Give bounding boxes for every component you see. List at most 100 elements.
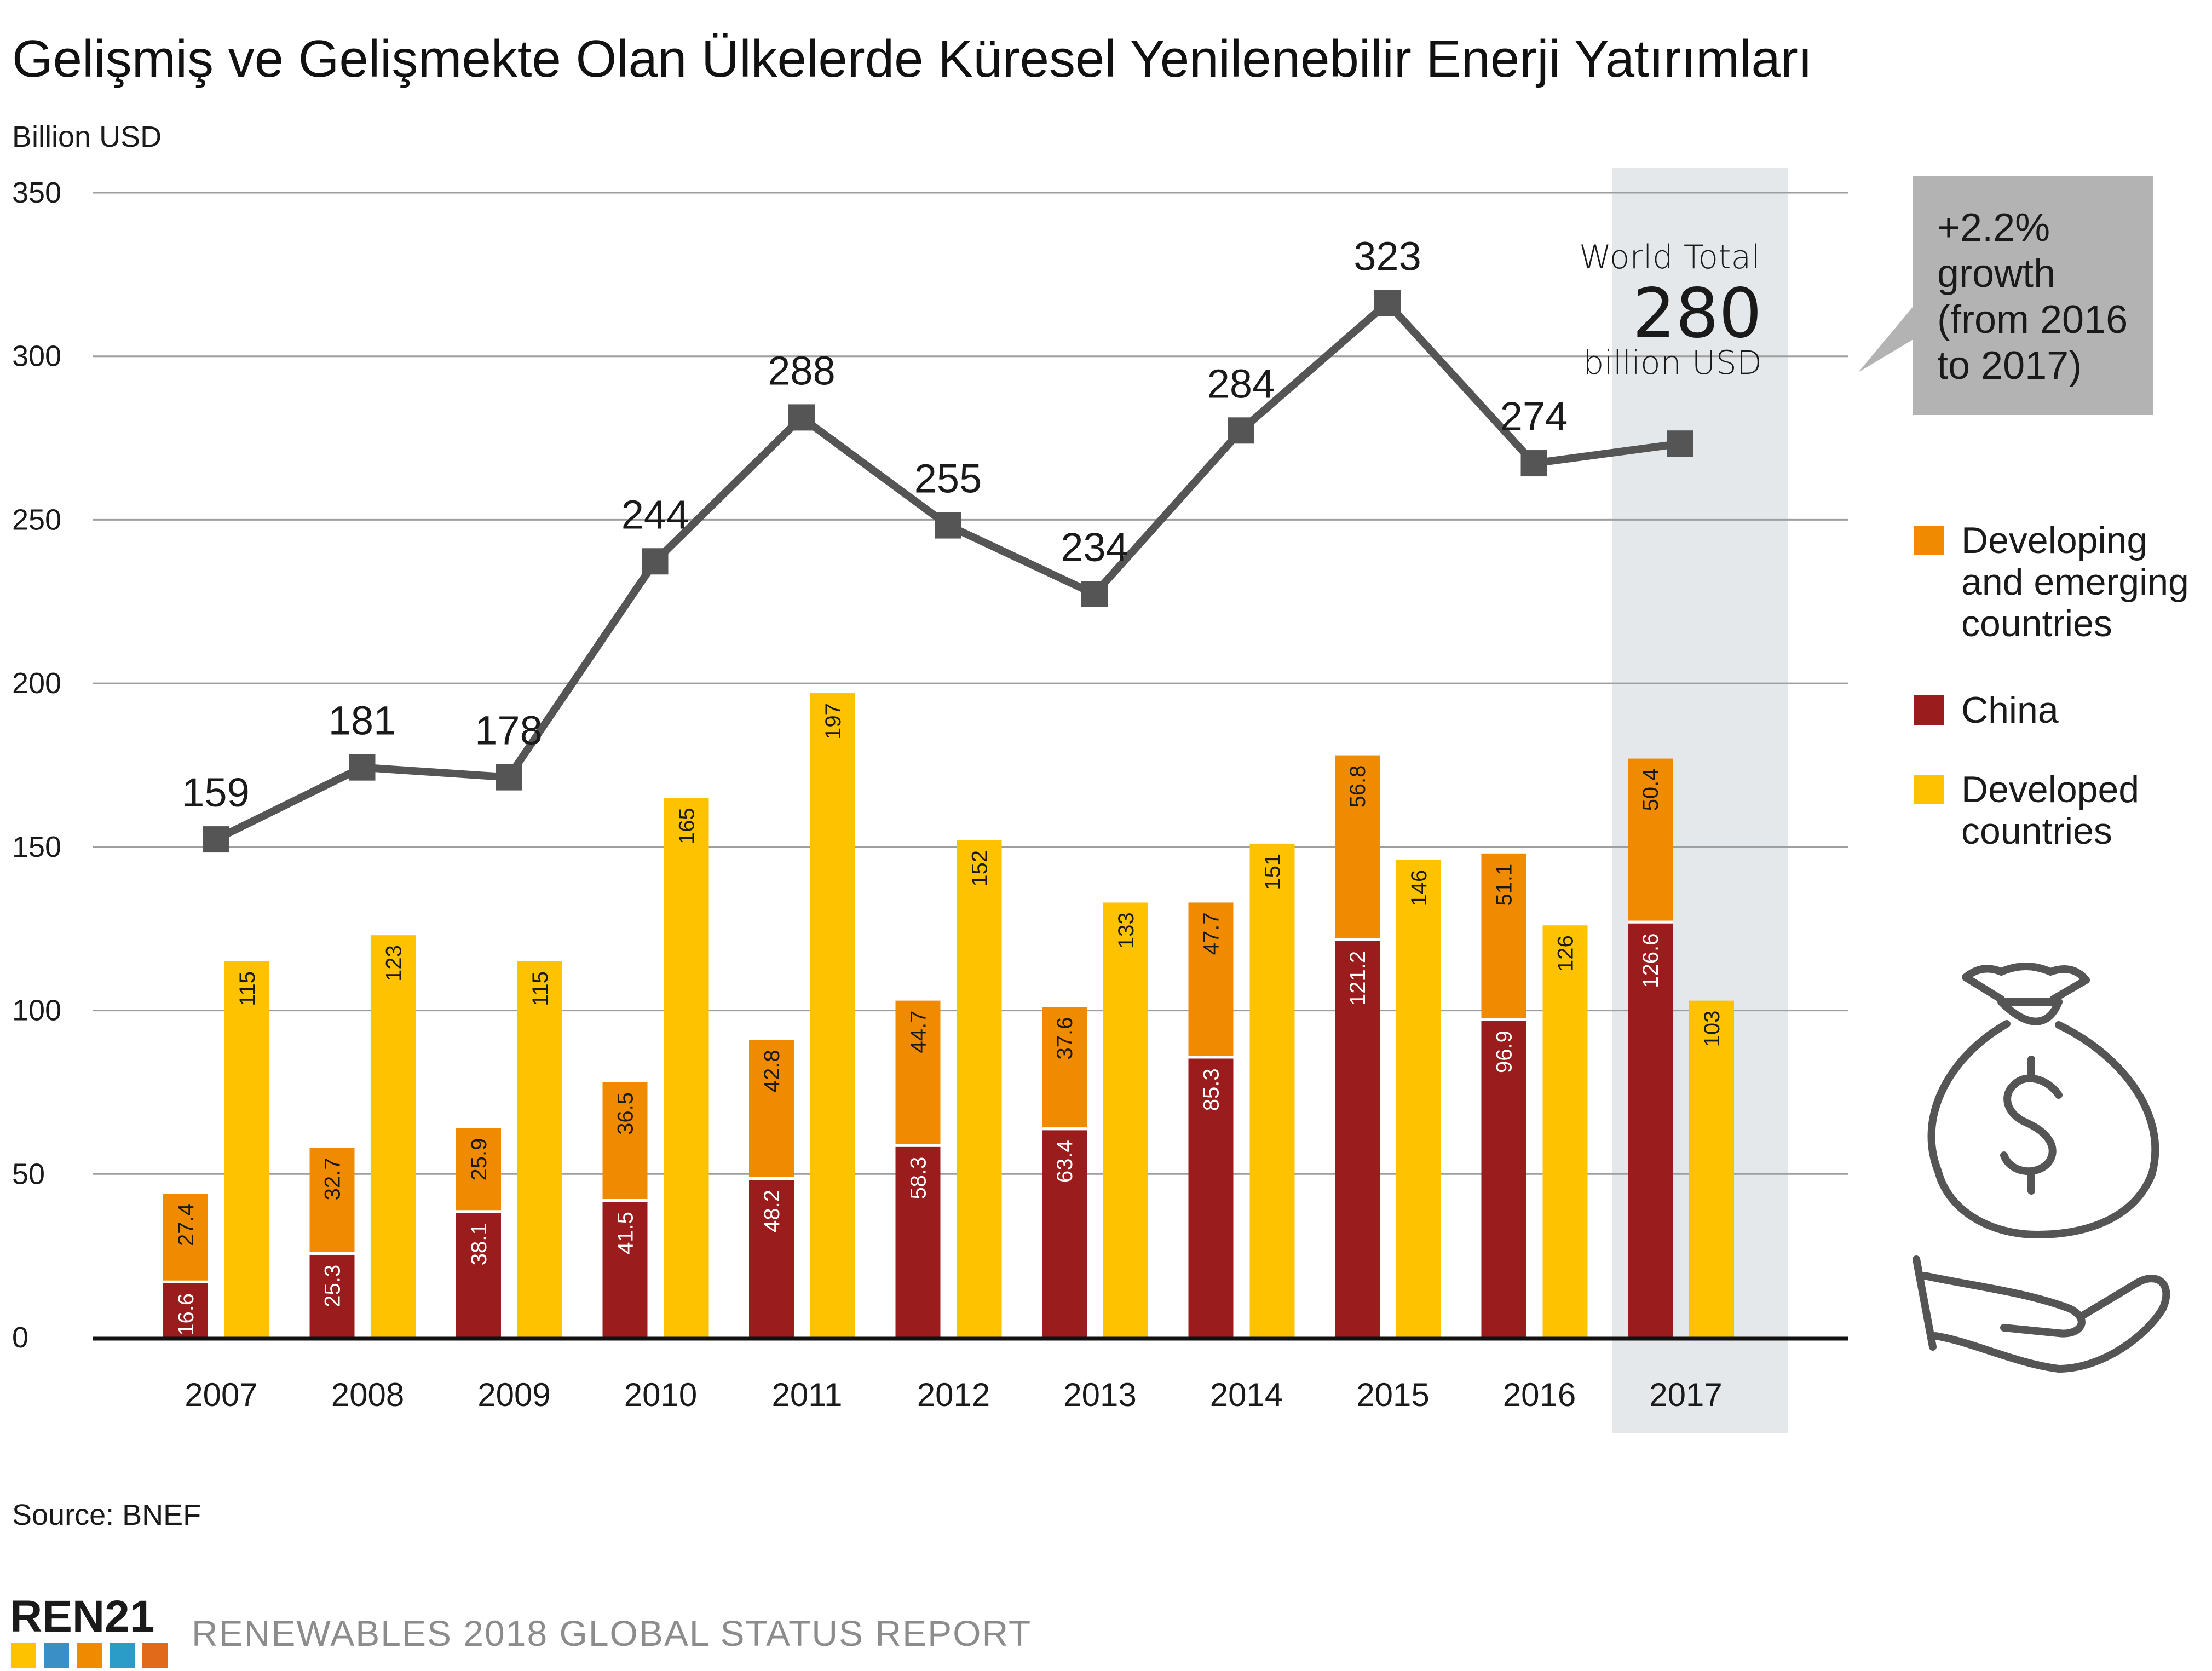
world-total-marker [1520,450,1547,477]
label-developed: 103 [1700,1011,1724,1047]
bar-developed [1689,1000,1734,1338]
bar-china [309,1254,355,1338]
bar-developing [749,1040,794,1178]
world-total-label: 181 [329,698,396,744]
x-tick-label: 2007 [185,1376,257,1413]
world-total-marker [788,404,815,431]
bar-developed [1103,902,1148,1338]
bar-china [1188,1058,1234,1338]
y-tick-label: 0 [12,1321,28,1354]
world-total-marker [349,754,376,781]
label-developing: 27.4 [174,1203,198,1246]
label-developing: 42.8 [760,1050,784,1092]
world-total-marker [496,764,522,791]
x-tick-label: 2012 [917,1376,990,1413]
bar-developing [1628,758,1673,921]
label-developed: 115 [528,971,552,1006]
label-china: 85.3 [1200,1068,1224,1111]
label-china: 38.1 [467,1223,491,1265]
bar-developing [456,1128,501,1211]
ren21-logo: REN21 [10,1592,154,1641]
label-developed: 133 [1114,912,1138,949]
callout-box [1858,176,2153,415]
bar-developed [224,961,269,1338]
bar-developed [664,798,709,1338]
label-developing: 25.9 [467,1138,491,1181]
legend-label: Developed [1961,769,2139,810]
ren21-logo-icons [11,1643,168,1668]
bar-china [749,1180,794,1338]
bar-developing [1042,1007,1087,1128]
legend-label: China [1961,689,2059,731]
bar-developed [517,961,562,1338]
world-total-label: 255 [914,456,982,502]
x-tick-label: 2016 [1503,1376,1576,1413]
label-developing: 44.7 [907,1011,931,1053]
label-developed: 146 [1407,870,1431,907]
y-tick-label: 150 [12,831,61,863]
label-china: 25.3 [321,1265,345,1307]
bar-china [163,1283,208,1338]
label-china: 58.3 [907,1157,931,1200]
world-total-value: 280 [1632,274,1762,353]
world-total-label: 323 [1353,233,1421,279]
world-total-label: 234 [1061,525,1128,570]
world-total-label: 288 [768,348,835,393]
label-developing: 36.5 [614,1092,638,1135]
y-tick-label: 350 [12,176,61,209]
y-tick-label: 200 [12,667,61,700]
label-developing: 51.1 [1493,863,1517,906]
bar-developed [1396,860,1441,1338]
bar-china [1481,1021,1526,1338]
bar-developed [1249,843,1295,1338]
world-total-unit: billion USD [1583,344,1762,382]
report-title: RENEWABLES 2018 GLOBAL STATUS REPORT [192,1613,1032,1653]
world-total-marker [203,826,229,853]
world-total-label: 178 [475,708,542,753]
bar-china [1335,941,1380,1338]
bar-developed [810,693,855,1338]
label-developing: 50.4 [1639,769,1663,811]
legend-swatch [1914,775,1944,804]
callout-line: to 2017) [1937,344,2082,388]
world-total-marker [642,548,669,575]
bar-developing [1335,755,1380,938]
bar-developing [895,1000,941,1144]
world-total-line-layer: 159 181 178 244 288 255 234 284 323 274 [182,233,1693,853]
legend-label: and emerging [1961,561,2189,603]
label-developing: 37.6 [1053,1017,1077,1060]
world-total-marker [1228,417,1254,444]
x-tick-label: 2009 [477,1376,550,1413]
world-total-label: 244 [621,492,689,537]
bar-developed [371,935,416,1338]
label-developed: 152 [968,850,992,887]
bar-china [456,1213,501,1338]
y-axis-unit-label: Billion USD [12,120,162,153]
label-developing: 47.7 [1200,912,1224,955]
label-developed: 115 [235,971,260,1006]
label-china: 96.9 [1493,1030,1517,1073]
world-total-label: 159 [182,770,249,815]
label-developed: 123 [382,945,406,982]
bar-developing [309,1148,355,1252]
world-total-highlight: World Total 280 billion USD [1579,238,1762,382]
world-total-line [214,299,1681,843]
bar-developing [1481,853,1526,1018]
chart-title: Gelişmiş ve Gelişmekte Olan Ülkelerde Kü… [12,30,1812,88]
y-tick-label: 50 [12,1157,45,1190]
source-note: Source: BNEF [12,1499,201,1531]
callout-line: +2.2% [1937,206,2050,250]
x-tick-label: 2010 [624,1376,697,1413]
bar-developed [1542,925,1588,1338]
bar-developing [1188,902,1234,1056]
money-bag-hand-icon [1913,963,2170,1373]
y-tick-label: 100 [12,994,61,1027]
bar-developing [163,1194,208,1281]
bar-china [895,1146,941,1338]
legend-label: Developing [1961,520,2147,561]
label-developed: 151 [1261,854,1285,890]
bar-china [1042,1130,1087,1338]
legend-swatch [1914,695,1944,725]
